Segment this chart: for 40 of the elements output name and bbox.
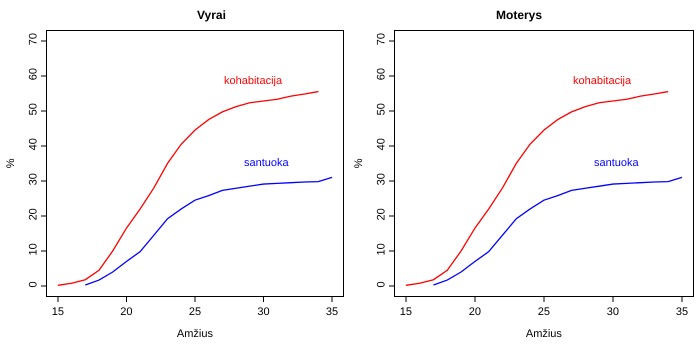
- y-tick-label: 0: [375, 281, 388, 288]
- x-tick-label: 35: [676, 306, 688, 318]
- series-label: kohabitacija: [224, 75, 283, 87]
- x-tick-label: 25: [538, 306, 550, 318]
- y-tick-label: 50: [28, 103, 40, 116]
- line-series: [432, 176, 683, 286]
- y-axis-title: %: [5, 158, 18, 168]
- series-label: kohabitacija: [573, 75, 632, 87]
- series-label: santuoka: [244, 157, 290, 169]
- y-tick-label: 60: [375, 68, 388, 80]
- y-tick-label: 70: [375, 32, 388, 46]
- line-series: [405, 90, 669, 286]
- x-tick-label: 20: [468, 306, 481, 318]
- x-tick-label: 20: [120, 306, 133, 318]
- y-tick-label: 70: [28, 32, 40, 46]
- y-tick-label: 10: [28, 243, 40, 256]
- y-axis-title: %: [353, 158, 366, 168]
- chart-title: Moterys: [496, 8, 542, 22]
- x-tick-label: 15: [400, 306, 412, 318]
- x-axis-title: Amžius: [526, 328, 562, 340]
- x-tick-label: 35: [326, 306, 338, 318]
- y-tick-label: 20: [375, 208, 388, 220]
- line-series: [84, 176, 333, 286]
- x-tick-label: 25: [188, 306, 202, 318]
- y-tick-label: 50: [375, 103, 388, 116]
- line-series: [57, 90, 319, 286]
- x-tick-label: 30: [606, 306, 620, 318]
- y-tick-label: 60: [28, 68, 40, 80]
- x-tick-label: 30: [257, 306, 270, 318]
- x-tick-label: 15: [52, 306, 64, 318]
- chart-title: Vyrai: [197, 8, 226, 22]
- y-tick-label: 0: [28, 281, 40, 288]
- y-tick-label: 40: [28, 138, 40, 150]
- y-tick-label: 30: [375, 173, 388, 186]
- y-tick-label: 40: [375, 138, 388, 150]
- x-axis-title: Amžius: [176, 328, 214, 340]
- y-tick-label: 20: [28, 208, 40, 220]
- y-tick-label: 10: [375, 243, 388, 256]
- series-label: santuoka: [594, 157, 640, 169]
- y-tick-label: 30: [28, 173, 40, 186]
